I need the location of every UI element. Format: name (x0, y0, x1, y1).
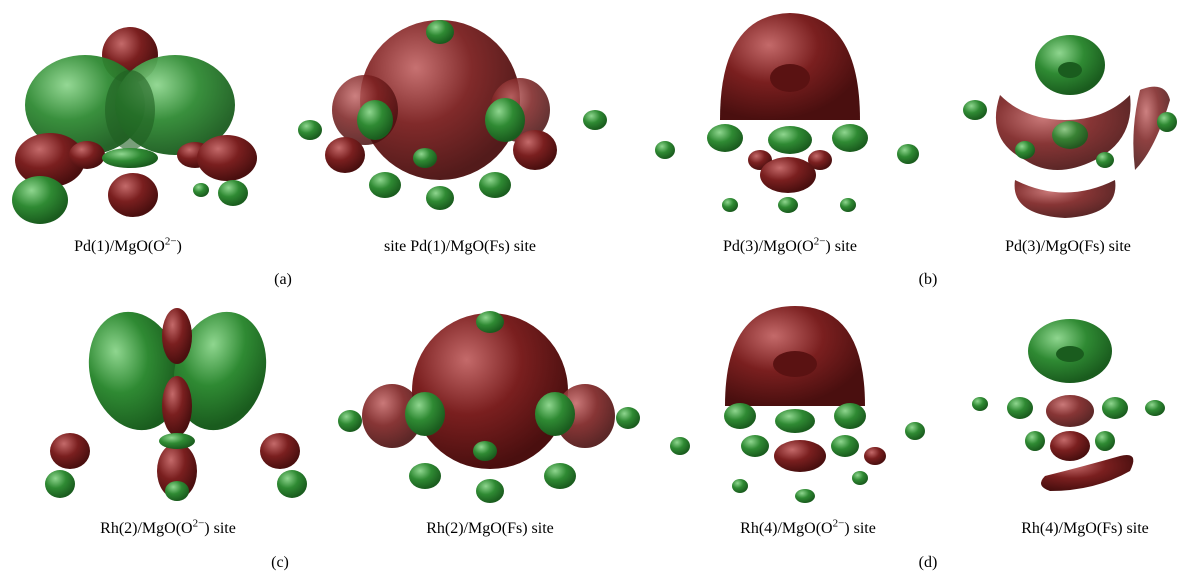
orbital-image-pd3-fs (955, 10, 1180, 230)
figure-row-bottom: Rh(2)/MgO(O2−) site Rh(2)/MgO(Fs) site (0, 296, 1184, 582)
orbital-image-pd1-fs (285, 10, 625, 230)
caption-rh2-o2: Rh(2)/MgO(O2−) site (100, 517, 236, 537)
caption-rh4-fs: Rh(4)/MgO(Fs) site (1021, 520, 1149, 537)
panel-label-b: (b) (918, 271, 938, 288)
caption-rh2-fs: Rh(2)/MgO(Fs) site (426, 520, 554, 537)
orbital-image-rh4-fs (965, 316, 1170, 506)
orbital-image-rh2-fs (330, 306, 650, 511)
orbital-image-pd3-o2 (650, 10, 930, 230)
caption-pd3-o2: Pd(3)/MgO(O2−) site (723, 235, 857, 255)
caption-rh4-o2: Rh(4)/MgO(O2−) site (740, 517, 876, 537)
panel-label-c: (c) (271, 554, 289, 571)
orbital-image-rh4-o2 (665, 306, 935, 511)
caption-pd1-fs: site Pd(1)/MgO(Fs) site (384, 238, 536, 255)
orbital-image-pd1-o2 (5, 10, 275, 230)
caption-pd1-o2: Pd(1)/MgO(O2−) (74, 235, 182, 255)
panel-label-d: (d) (918, 554, 938, 571)
orbital-image-rh2-o2 (40, 306, 320, 511)
panel-label-a: (a) (274, 271, 292, 288)
figure-row-top: Pd(1)/MgO(O2−) site Pd(1)/MgO(Fs) site (0, 0, 1184, 288)
caption-pd3-fs: Pd(3)/MgO(Fs) site (1005, 238, 1131, 255)
